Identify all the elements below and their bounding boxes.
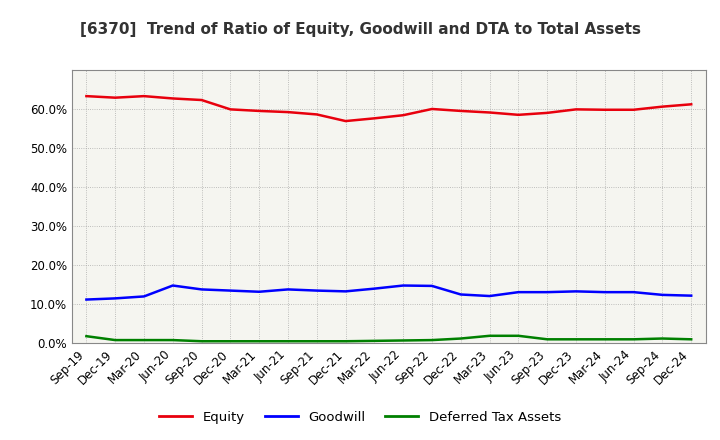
Deferred Tax Assets	[197, 339, 206, 344]
Goodwill	[140, 294, 148, 299]
Goodwill	[312, 288, 321, 293]
Deferred Tax Assets	[111, 337, 120, 343]
Equity	[284, 110, 292, 115]
Line: Deferred Tax Assets: Deferred Tax Assets	[86, 336, 691, 341]
Goodwill	[514, 290, 523, 295]
Goodwill	[197, 287, 206, 292]
Goodwill	[341, 289, 350, 294]
Goodwill	[168, 283, 177, 288]
Goodwill	[255, 289, 264, 294]
Equity	[658, 104, 667, 109]
Goodwill	[399, 283, 408, 288]
Equity	[687, 102, 696, 107]
Goodwill	[370, 286, 379, 291]
Goodwill	[600, 290, 609, 295]
Goodwill	[485, 293, 494, 299]
Equity	[140, 93, 148, 99]
Equity	[226, 107, 235, 112]
Goodwill	[226, 288, 235, 293]
Equity	[572, 107, 580, 112]
Goodwill	[284, 287, 292, 292]
Deferred Tax Assets	[399, 338, 408, 343]
Goodwill	[687, 293, 696, 298]
Goodwill	[456, 292, 465, 297]
Equity	[111, 95, 120, 100]
Equity	[82, 93, 91, 99]
Equity	[312, 112, 321, 117]
Deferred Tax Assets	[572, 337, 580, 342]
Legend: Equity, Goodwill, Deferred Tax Assets: Equity, Goodwill, Deferred Tax Assets	[154, 405, 566, 429]
Goodwill	[543, 290, 552, 295]
Equity	[399, 113, 408, 118]
Deferred Tax Assets	[456, 336, 465, 341]
Deferred Tax Assets	[82, 334, 91, 339]
Deferred Tax Assets	[370, 338, 379, 344]
Deferred Tax Assets	[428, 337, 436, 343]
Goodwill	[572, 289, 580, 294]
Deferred Tax Assets	[543, 337, 552, 342]
Goodwill	[111, 296, 120, 301]
Goodwill	[629, 290, 638, 295]
Equity	[341, 118, 350, 124]
Line: Equity: Equity	[86, 96, 691, 121]
Deferred Tax Assets	[629, 337, 638, 342]
Deferred Tax Assets	[168, 337, 177, 343]
Deferred Tax Assets	[312, 339, 321, 344]
Deferred Tax Assets	[226, 339, 235, 344]
Equity	[428, 106, 436, 112]
Text: [6370]  Trend of Ratio of Equity, Goodwill and DTA to Total Assets: [6370] Trend of Ratio of Equity, Goodwil…	[79, 22, 641, 37]
Goodwill	[82, 297, 91, 302]
Deferred Tax Assets	[140, 337, 148, 343]
Equity	[629, 107, 638, 112]
Equity	[168, 96, 177, 101]
Deferred Tax Assets	[687, 337, 696, 342]
Line: Goodwill: Goodwill	[86, 286, 691, 300]
Equity	[197, 97, 206, 103]
Equity	[543, 110, 552, 116]
Goodwill	[658, 292, 667, 297]
Deferred Tax Assets	[341, 339, 350, 344]
Equity	[600, 107, 609, 112]
Equity	[456, 108, 465, 114]
Equity	[255, 108, 264, 114]
Deferred Tax Assets	[658, 336, 667, 341]
Deferred Tax Assets	[600, 337, 609, 342]
Equity	[514, 112, 523, 117]
Deferred Tax Assets	[255, 339, 264, 344]
Deferred Tax Assets	[485, 333, 494, 338]
Deferred Tax Assets	[514, 333, 523, 338]
Equity	[370, 116, 379, 121]
Goodwill	[428, 283, 436, 289]
Equity	[485, 110, 494, 115]
Deferred Tax Assets	[284, 339, 292, 344]
